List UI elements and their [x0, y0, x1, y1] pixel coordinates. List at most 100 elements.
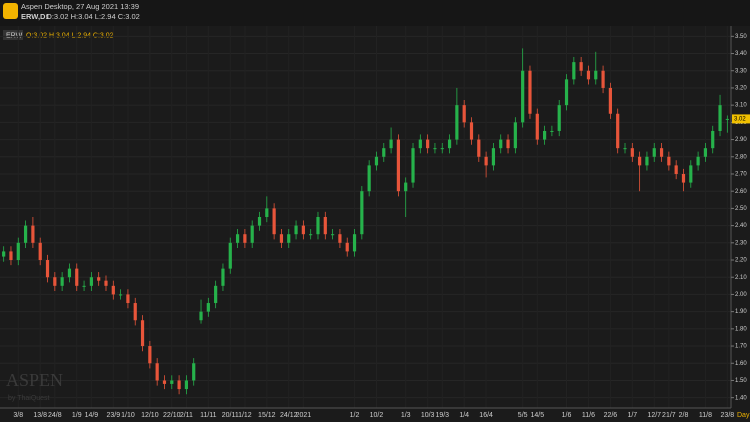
y-tick-label: 1.70	[735, 344, 747, 350]
app-icon[interactable]	[3, 3, 18, 19]
candle-body	[382, 148, 386, 157]
candle-body	[630, 148, 634, 157]
y-tick-label: 2.10	[735, 275, 747, 281]
candle-body	[455, 105, 459, 140]
candle-body	[440, 148, 444, 150]
candle-body	[638, 156, 642, 166]
candle-body	[53, 277, 57, 286]
x-tick-label: 14/9	[85, 412, 99, 419]
x-tick-label: 1/3	[401, 412, 411, 419]
candle-body	[652, 148, 656, 157]
candle-body	[703, 148, 708, 157]
symbol: ERW,D1	[21, 12, 50, 21]
x-tick-label: 2/11	[180, 412, 193, 419]
title-bar	[0, 0, 750, 26]
candle-body	[499, 139, 503, 149]
candle-body	[345, 242, 349, 252]
candle-body	[272, 208, 276, 235]
watermark-by: by ThaiQuest	[8, 395, 50, 402]
candle-body	[257, 217, 262, 226]
x-tick-label: 1/6	[562, 412, 572, 419]
candle-body	[199, 311, 203, 321]
y-tick-label: 3.40	[735, 51, 747, 57]
x-tick-label: 22/10	[163, 412, 181, 419]
candle-body	[75, 268, 79, 286]
legend-tag-box[interactable]	[3, 30, 23, 40]
x-tick-label: 20/11	[222, 412, 239, 419]
candle-body	[462, 105, 466, 123]
candle-body	[367, 165, 371, 192]
candle-body	[316, 217, 320, 235]
last-price-box	[732, 114, 750, 124]
y-tick-label: 2.70	[735, 172, 747, 178]
x-tick-label: 14/5	[530, 412, 544, 419]
candle-body	[557, 105, 561, 131]
x-tick-label: 1/2	[350, 412, 360, 419]
y-tick-label: 3.30	[735, 68, 747, 74]
candle-body	[477, 139, 481, 157]
x-tick-label: 19/3	[435, 412, 449, 419]
x-tick-label: 11/8	[699, 412, 712, 419]
candle-body	[250, 225, 254, 243]
candle-body	[228, 242, 232, 269]
candle-body	[542, 130, 547, 140]
candle-body	[287, 234, 291, 243]
candle-body	[119, 294, 123, 296]
x-tick-label: 2021	[296, 412, 312, 419]
x-tick-label: 21/7	[662, 412, 676, 419]
candle-body	[608, 87, 612, 114]
candle-body	[725, 118, 729, 120]
candle-body	[396, 139, 400, 192]
candle-body	[586, 70, 591, 80]
x-tick-label: 12/10	[141, 412, 159, 419]
candle-body	[82, 285, 86, 287]
candle-body	[411, 148, 415, 183]
candle-body	[148, 346, 152, 364]
x-tick-label: 1/12	[238, 412, 252, 419]
x-tick-label: 10/2	[370, 412, 384, 419]
x-tick-label: 13/8	[33, 412, 47, 419]
last-price-label: 3.02	[734, 116, 746, 122]
y-tick-label: 2.90	[735, 137, 747, 143]
x-tick-label: 23/8	[721, 412, 735, 419]
candle-body	[235, 234, 240, 243]
y-tick-label: 3.20	[735, 86, 747, 92]
x-tick-label: 2/8	[679, 412, 689, 419]
y-tick-label: 1.80	[735, 326, 747, 332]
candle-body	[60, 277, 64, 286]
candle-body	[418, 139, 422, 149]
candle-body	[601, 70, 605, 88]
candle-body	[133, 303, 137, 321]
y-tick-label: 3.10	[735, 103, 747, 109]
candle-body	[279, 234, 284, 243]
candle-body	[535, 113, 539, 140]
candle-body	[645, 156, 649, 166]
x-tick-label: 11/6	[582, 412, 595, 419]
candle-body	[711, 130, 715, 149]
candle-body	[389, 139, 393, 149]
candle-body	[521, 70, 525, 123]
period[interactable]: Day	[737, 412, 750, 419]
y-tick-label: 2.80	[735, 154, 747, 160]
candle-body	[67, 268, 72, 278]
candle-body	[97, 277, 101, 281]
x-tick-label: 10/3	[421, 412, 435, 419]
candle-body	[177, 380, 181, 390]
y-tick-label: 2.00	[735, 292, 747, 298]
x-tick-label: 23/9	[106, 412, 120, 419]
candle-body	[170, 380, 174, 384]
candle-body	[104, 280, 108, 286]
candle-body	[426, 139, 430, 149]
window-title: Aspen Desktop, 27 Aug 2021 13:39	[21, 2, 139, 11]
candle-body	[45, 260, 50, 278]
y-tick-label: 1.50	[735, 378, 747, 384]
x-tick-label: 3/8	[13, 412, 23, 419]
candle-body	[243, 234, 247, 243]
candle-body	[192, 363, 196, 381]
candle-body	[689, 165, 693, 183]
candle-body	[16, 242, 20, 261]
x-tick-label: 1/9	[72, 412, 82, 419]
candle-body	[718, 105, 722, 131]
candle-body	[447, 139, 452, 149]
y-tick-label: 2.60	[735, 189, 747, 195]
